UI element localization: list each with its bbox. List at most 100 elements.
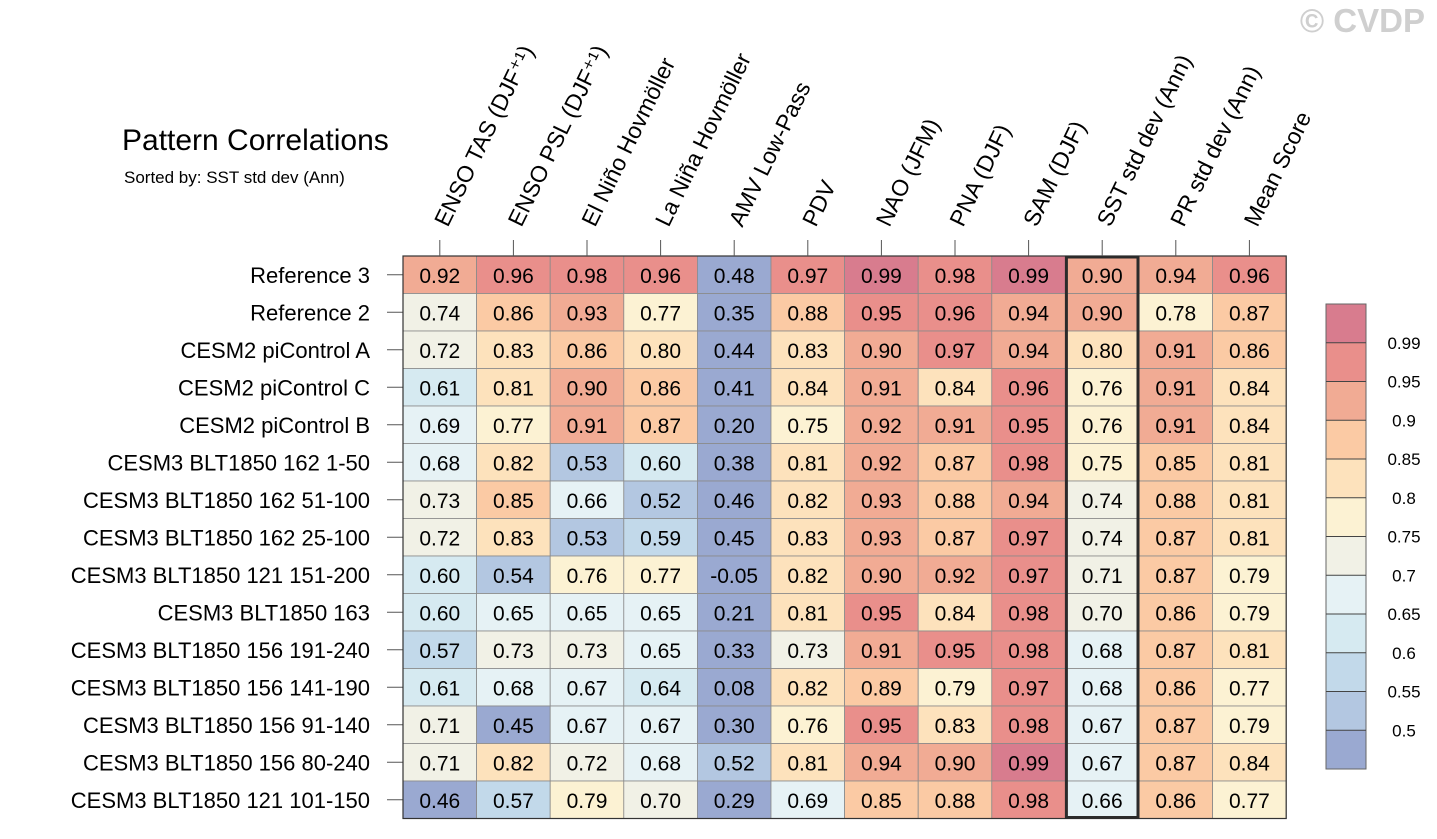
- cell-value-label: -0.05: [710, 565, 758, 588]
- cell-value-label: 0.96: [640, 265, 681, 288]
- colorbar-segment: [1326, 381, 1366, 421]
- heatmap-cell: [476, 480, 551, 519]
- cell-value-label: 0.99: [861, 265, 902, 288]
- heatmap-cell: [549, 555, 625, 594]
- heatmap-cell: [1065, 518, 1140, 557]
- cell-value-label: 0.66: [1082, 790, 1123, 813]
- heatmap-cell: [402, 705, 477, 744]
- heatmap-cell: [844, 480, 919, 519]
- cell-value-label: 0.81: [787, 752, 828, 775]
- cell-value-label: 0.94: [1008, 340, 1049, 363]
- cell-value-label: 0.90: [567, 377, 608, 400]
- cell-value-label: 0.79: [1229, 602, 1270, 625]
- cell-value-label: 0.65: [493, 602, 534, 625]
- cell-value-label: 0.92: [419, 265, 460, 288]
- heatmap-cell: [917, 743, 993, 782]
- cell-value-label: 0.77: [1229, 677, 1270, 700]
- heatmap-cell: [1212, 480, 1287, 519]
- heatmap-cell: [844, 443, 919, 482]
- heatmap-cell: [991, 293, 1066, 332]
- colorbar-segment: [1326, 420, 1366, 459]
- heatmap-cell: [1212, 743, 1287, 782]
- cell-value-label: 0.97: [787, 265, 828, 288]
- heatmap-cell: [770, 480, 845, 519]
- heatmap-cell: [770, 630, 845, 669]
- heatmap-cell: [991, 480, 1066, 519]
- heatmap-cell: [476, 330, 551, 369]
- cell-value-label: 0.98: [1008, 452, 1049, 475]
- heatmap-cell: [1138, 293, 1213, 332]
- cell-value-label: 0.35: [714, 302, 755, 325]
- row-label: CESM3 BLT1850 162 1-50: [107, 450, 370, 475]
- heatmap-cell: [623, 330, 698, 369]
- row-label: CESM3 BLT1850 156 141-190: [71, 675, 370, 700]
- row-label: CESM2 piControl C: [178, 375, 370, 400]
- heatmap-cell: [991, 630, 1066, 669]
- cell-value-label: 0.87: [1155, 527, 1196, 550]
- cell-value-label: 0.73: [567, 640, 608, 663]
- cell-value-label: 0.91: [567, 415, 608, 438]
- cell-value-label: 0.91: [1155, 415, 1196, 438]
- heatmap-cell: [917, 255, 993, 294]
- heatmap-cell: [402, 405, 477, 444]
- cell-value-label: 0.53: [567, 527, 608, 550]
- cell-value-label: 0.29: [714, 790, 755, 813]
- cell-value-label: 0.89: [861, 677, 902, 700]
- heatmap-cell: [917, 668, 993, 707]
- cell-value-label: 0.86: [1155, 602, 1196, 625]
- heatmap-cell: [1138, 443, 1213, 482]
- heatmap-cell: [917, 593, 993, 632]
- cell-value-label: 0.67: [1082, 752, 1123, 775]
- heatmap-cell: [1065, 743, 1140, 782]
- cell-value-label: 0.90: [861, 565, 902, 588]
- cell-value-label: 0.60: [640, 452, 681, 475]
- cell-value-label: 0.68: [419, 452, 460, 475]
- heatmap-cell: [549, 780, 625, 819]
- heatmap-cell: [402, 593, 477, 632]
- heatmap-cell: [917, 480, 993, 519]
- heatmap-cell: [697, 405, 772, 444]
- heatmap-cell: [844, 705, 919, 744]
- cell-value-label: 0.94: [1008, 302, 1049, 325]
- colorbar-segment: [1326, 497, 1366, 537]
- cell-value-label: 0.67: [640, 715, 681, 738]
- heatmap-cell: [402, 330, 477, 369]
- cell-value-label: 0.78: [1155, 302, 1196, 325]
- cell-value-label: 0.83: [493, 527, 534, 550]
- colorbar-tick-label: 0.75: [1387, 528, 1420, 547]
- colorbar-tick-label: 0.99: [1387, 334, 1420, 353]
- cell-value-label: 0.69: [787, 790, 828, 813]
- heatmap-cell: [697, 480, 772, 519]
- heatmap-cell: [991, 330, 1066, 369]
- heatmap-cell: [991, 780, 1066, 819]
- row-label: CESM3 BLT1850 156 91-140: [83, 713, 370, 738]
- cell-value-label: 0.38: [714, 452, 755, 475]
- heatmap-cell: [991, 405, 1066, 444]
- cell-value-label: 0.86: [640, 377, 681, 400]
- heatmap-cell: [1065, 668, 1140, 707]
- colorbar-segment: [1326, 536, 1366, 576]
- cell-value-label: 0.85: [861, 790, 902, 813]
- heatmap-cell: [623, 705, 698, 744]
- column-label: PDV: [797, 176, 841, 230]
- heatmap-cell: [1212, 255, 1287, 294]
- heatmap-cell: [844, 593, 919, 632]
- heatmap-cell: [623, 293, 698, 332]
- colorbar-tick-label: 0.55: [1387, 683, 1420, 702]
- heatmap-cell: [770, 443, 845, 482]
- heatmap-cell: [770, 780, 845, 819]
- column-label: Mean Score: [1239, 107, 1317, 230]
- cell-value-label: 0.87: [1155, 752, 1196, 775]
- cell-value-label: 0.48: [714, 265, 755, 288]
- cell-value-label: 0.97: [1008, 565, 1049, 588]
- cell-value-label: 0.95: [861, 715, 902, 738]
- cell-value-label: 0.95: [1008, 415, 1049, 438]
- row-label: Reference 3: [250, 263, 370, 288]
- row-label: CESM3 BLT1850 162 25-100: [83, 525, 370, 550]
- cell-value-label: 0.76: [1082, 377, 1123, 400]
- row-label: Reference 2: [250, 300, 370, 325]
- cell-value-label: 0.86: [567, 340, 608, 363]
- heatmap-border: [402, 255, 1287, 820]
- cell-value-label: 0.91: [861, 377, 902, 400]
- colorbar-tick-label: 0.6: [1392, 644, 1416, 663]
